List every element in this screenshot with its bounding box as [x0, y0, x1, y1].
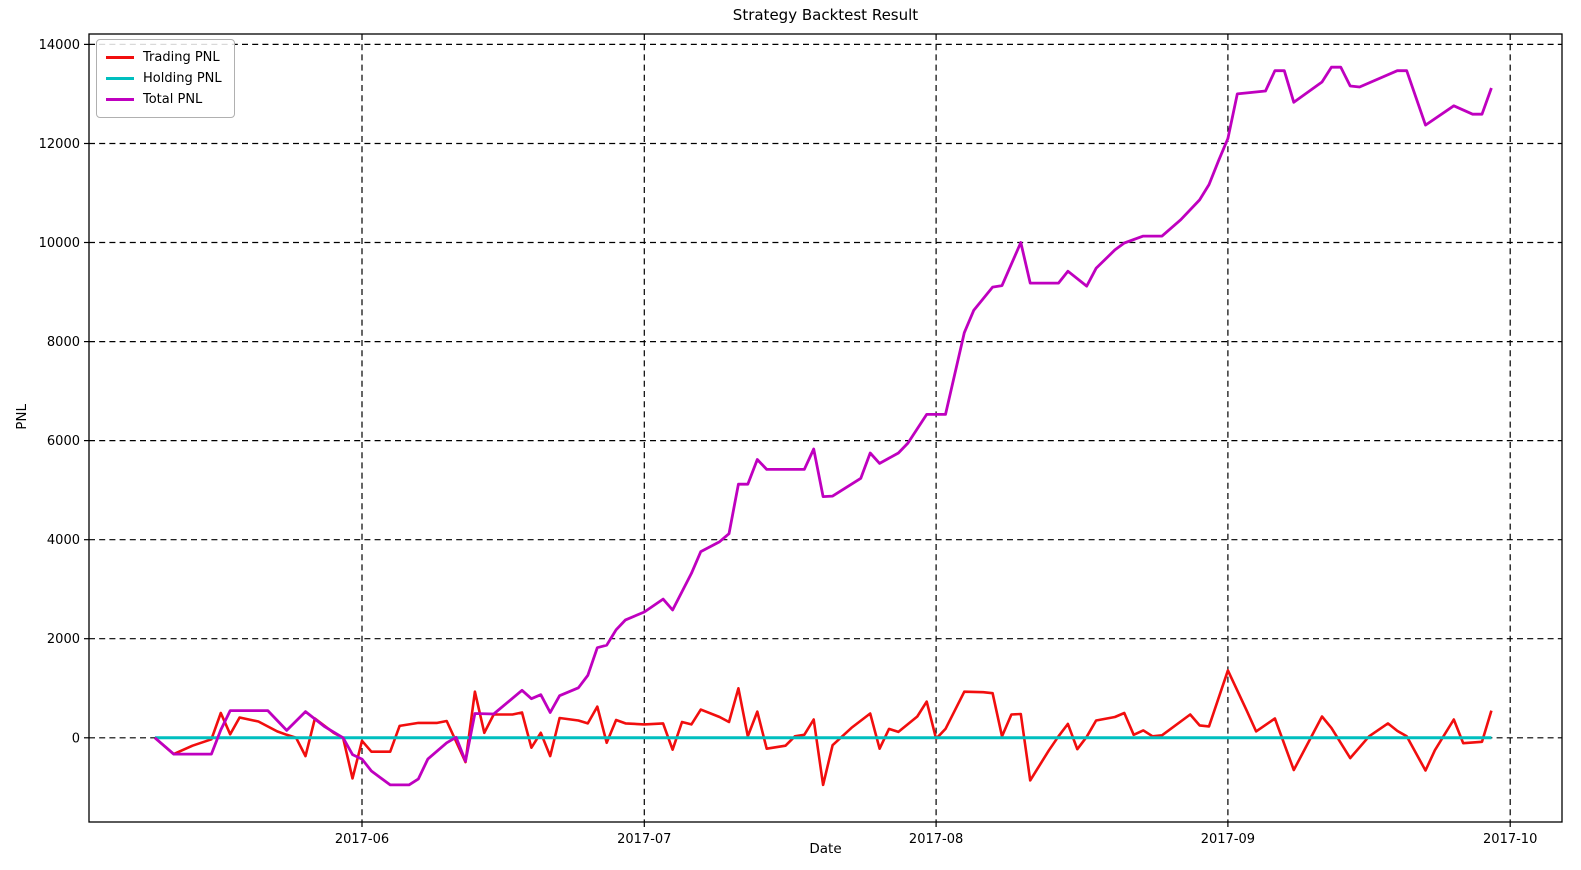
y-tick-label: 4000: [47, 533, 80, 548]
axes-frame: [88, 33, 1563, 823]
legend-label: Holding PNL: [143, 71, 222, 86]
legend-item-trading-pnl: Trading PNL: [106, 47, 222, 68]
y-tick-label: 0: [72, 731, 80, 746]
holding-pnl-line-swatch: [106, 77, 134, 80]
chart-title: Strategy Backtest Result: [732, 6, 919, 24]
x-tick-label: 2017-09: [1201, 832, 1255, 847]
x-tick-label: 2017-10: [1483, 832, 1537, 847]
y-tick-label: 14000: [39, 38, 80, 53]
y-tick-label: 10000: [39, 236, 80, 251]
y-tick-label: 6000: [47, 434, 80, 449]
x-tick-label: 2017-07: [617, 832, 671, 847]
total-pnl-line-swatch: [106, 98, 134, 101]
legend-label: Total PNL: [143, 92, 203, 107]
series-line-total-pnl: [153, 65, 1493, 787]
trading-pnl-line-swatch: [106, 56, 134, 59]
y-tick-label: 8000: [47, 335, 80, 350]
x-tick-label: 2017-06: [335, 832, 389, 847]
legend: Trading PNL Holding PNL Total PNL: [96, 39, 235, 118]
y-axis-label: PNL: [14, 404, 30, 430]
legend-item-total-pnl: Total PNL: [106, 89, 222, 110]
y-tick-label: 2000: [47, 632, 80, 647]
legend-label: Trading PNL: [143, 50, 220, 65]
y-tick-label: 12000: [39, 137, 80, 152]
x-axis-label: Date: [809, 841, 842, 857]
series-line-trading-pnl: [154, 669, 1493, 787]
x-tick-label: 2017-08: [909, 832, 963, 847]
legend-item-holding-pnl: Holding PNL: [106, 68, 222, 89]
